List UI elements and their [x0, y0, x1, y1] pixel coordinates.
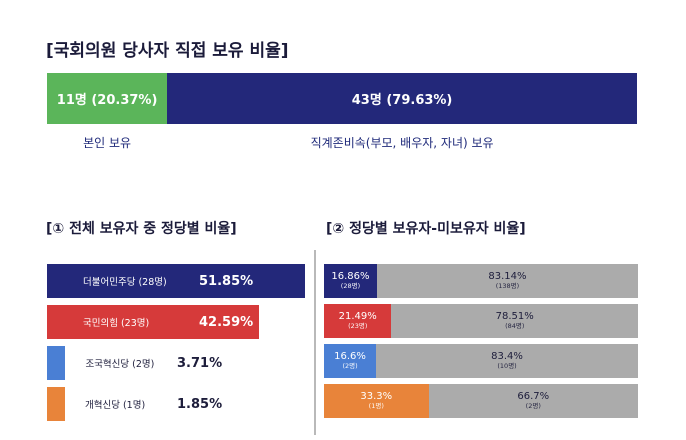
- party-share-row: 개혁신당 (1명) 1.85%: [47, 387, 317, 421]
- party-share-percent: 51.85%: [199, 273, 254, 289]
- party-share-percent: 1.85%: [177, 396, 223, 412]
- non-holder-percent: 66.7%: [517, 391, 550, 403]
- party-share-percent: 42.59%: [199, 314, 254, 330]
- party-holder-ratio-title: [② 정당별 보유자-미보유자 비율]: [326, 221, 526, 237]
- party-share-percent: 3.71%: [177, 355, 223, 371]
- stacked-bar-segment-label: 직계존비속(부모, 배우자, 자녀) 보유: [310, 136, 494, 150]
- non-holder-percent: 83.4%: [491, 351, 523, 363]
- stacked-bar-segment: 11명 (20.37%): [47, 73, 168, 124]
- holder-type-stacked-bar: 11명 (20.37%) 43명 (79.63%): [47, 73, 637, 124]
- party-holder-ratio-row: 21.49% (23명) 78.51% (84명): [324, 304, 638, 338]
- party-share-bar: [47, 264, 305, 298]
- holder-count: (23명): [348, 321, 368, 330]
- stacked-bar-segment-label: 본인 보유: [83, 136, 132, 150]
- non-holder-count: (138명): [495, 281, 520, 290]
- party-share-bar: [47, 305, 259, 339]
- non-holder-count: (2명): [525, 401, 541, 410]
- section-divider: [314, 250, 316, 435]
- party-share-name: 더불어민주당 (28명): [83, 277, 167, 288]
- party-holder-ratio-row: 33.3% (1명) 66.7% (2명): [324, 384, 638, 418]
- non-holder-segment: 83.4% (10명): [376, 344, 638, 378]
- non-holder-percent: 78.51%: [495, 311, 534, 323]
- main-title: [국회의원 당사자 직접 보유 비율]: [46, 41, 289, 61]
- holder-percent: 33.3%: [360, 391, 393, 403]
- holder-segment: 33.3% (1명): [324, 384, 429, 418]
- holder-percent: 16.6%: [334, 351, 366, 363]
- holder-segment: 21.49% (23명): [324, 304, 392, 338]
- holder-segment: 16.86% (28명): [324, 264, 377, 298]
- party-holder-ratio-row: 16.86% (28명) 83.14% (138명): [324, 264, 638, 298]
- holder-percent: 21.49%: [338, 311, 377, 323]
- party-share-name: 조국혁신당 (2명): [85, 359, 155, 370]
- holder-count: (1명): [368, 401, 384, 410]
- party-holder-ratio-row: 16.6% (2명) 83.4% (10명): [324, 344, 638, 378]
- party-share-bar: [47, 346, 66, 380]
- holder-segment: 16.6% (2명): [324, 344, 377, 378]
- party-share-bar: [47, 387, 65, 421]
- non-holder-percent: 83.14%: [488, 271, 527, 283]
- non-holder-count: (10명): [497, 361, 517, 370]
- non-holder-segment: 78.51% (84명): [391, 304, 638, 338]
- non-holder-segment: 83.14% (138명): [376, 264, 638, 298]
- party-share-row: 더불어민주당 (28명) 51.85%: [47, 264, 317, 298]
- holder-count: (2명): [342, 361, 358, 370]
- non-holder-count: (84명): [505, 321, 525, 330]
- party-share-row: 조국혁신당 (2명) 3.71%: [47, 346, 317, 380]
- party-share-title: [① 전체 보유자 중 정당별 비율]: [46, 221, 237, 237]
- non-holder-segment: 66.7% (2명): [428, 384, 638, 418]
- holder-percent: 16.86%: [331, 271, 370, 283]
- stacked-bar-segment: 43명 (79.63%): [167, 73, 637, 124]
- party-share-name: 개혁신당 (1명): [85, 400, 146, 411]
- holder-count: (28명): [340, 281, 361, 290]
- party-share-name: 국민의힘 (23명): [83, 318, 150, 329]
- party-share-row: 국민의힘 (23명) 42.59%: [47, 305, 317, 339]
